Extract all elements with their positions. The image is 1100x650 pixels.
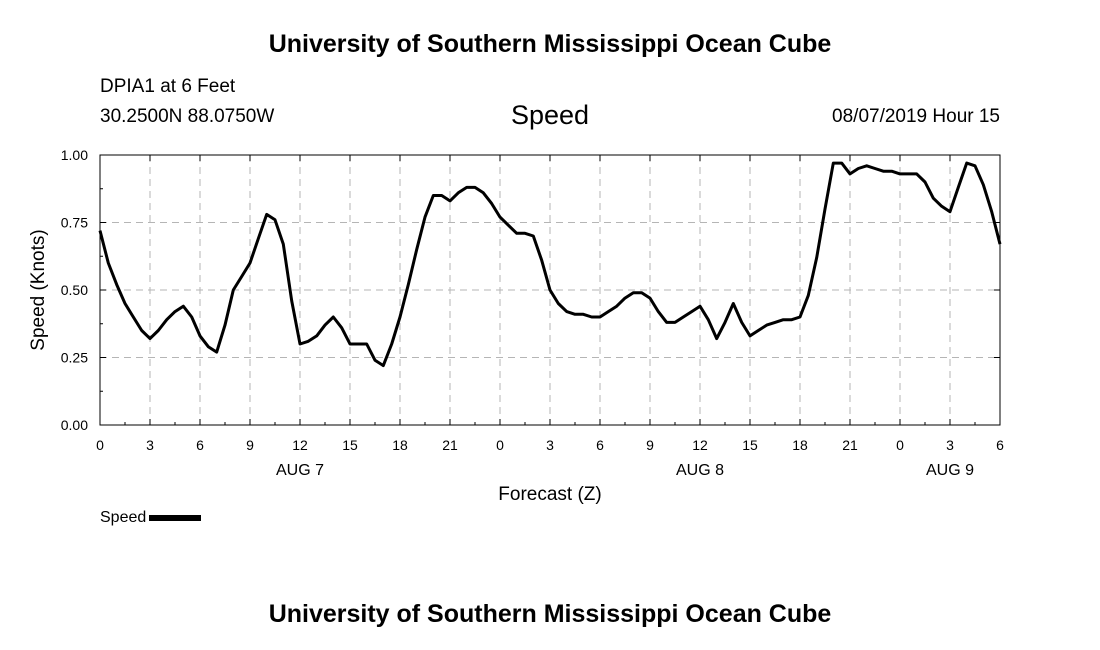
x-tick-label: 6 — [596, 437, 604, 453]
x-tick-label: 18 — [392, 437, 408, 453]
x-tick-label: 12 — [292, 437, 308, 453]
y-tick-label: 0.50 — [61, 282, 88, 298]
x-tick-label: 6 — [996, 437, 1004, 453]
top-title: University of Southern Mississippi Ocean… — [268, 30, 832, 58]
x-tick-label: 21 — [442, 437, 458, 453]
day-label: AUG 9 — [926, 462, 974, 479]
x-tick-label: 0 — [896, 437, 904, 453]
x-tick-label: 3 — [146, 437, 154, 453]
series-layer — [98, 161, 1002, 368]
y-tick-label: 0.00 — [61, 417, 88, 433]
x-tick-label: 0 — [96, 437, 104, 453]
x-tick-label: 0 — [496, 437, 504, 453]
axis-ticks — [99, 154, 1001, 426]
station-label: DPIA1 at 6 Feet — [100, 76, 236, 97]
y-axis-label: Speed (Knots) — [28, 229, 49, 350]
legend-swatch — [149, 514, 202, 521]
x-tick-label: 9 — [246, 437, 254, 453]
y-tick-label: 1.00 — [61, 147, 88, 163]
chart-title: Speed — [510, 100, 590, 130]
x-tick-label: 18 — [792, 437, 808, 453]
x-tick-label: 3 — [946, 437, 954, 453]
series-line-speed — [98, 161, 1002, 368]
x-tick-label: 6 — [196, 437, 204, 453]
y-tick-label: 0.75 — [61, 215, 88, 231]
x-tick-label: 9 — [646, 437, 654, 453]
forecast-timestamp: 08/07/2019 Hour 15 — [832, 106, 1000, 127]
bottom-title: University of Southern Mississippi Ocean… — [268, 600, 832, 628]
x-axis-label: Forecast (Z) — [498, 484, 601, 505]
x-tick-label: 3 — [546, 437, 554, 453]
x-tick-label: 15 — [742, 437, 758, 453]
x-tick-label: 12 — [692, 437, 708, 453]
day-label: AUG 7 — [276, 462, 324, 479]
legend: Speed — [100, 509, 202, 527]
legend-label: Speed — [100, 509, 147, 526]
day-label: AUG 8 — [676, 462, 724, 479]
y-tick-label: 0.25 — [61, 350, 88, 366]
x-tick-label: 15 — [342, 437, 358, 453]
axis-labels: 0 3 6 9 12 15 18 21 0 3 6 9 12 15 18 21 0 3 6 0.00 0.25 0.50 0… — [28, 147, 1004, 505]
x-tick-label: 21 — [842, 437, 858, 453]
station-coordinates: 30.2500N 88.0750W — [100, 106, 275, 127]
